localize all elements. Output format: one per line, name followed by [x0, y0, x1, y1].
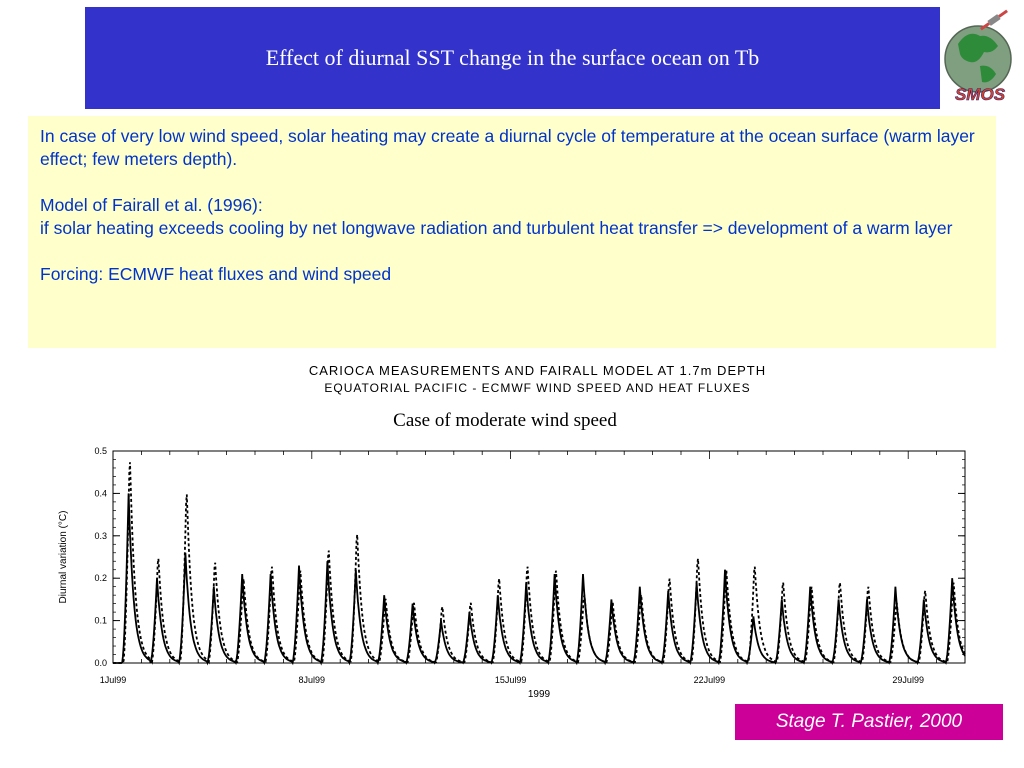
y-tick-label: 0.5 — [94, 446, 107, 456]
y-tick-label: 0.4 — [94, 488, 107, 498]
title-bar: Effect of diurnal SST change in the surf… — [85, 7, 940, 109]
y-axis-label: Diurnal variation (°C) — [58, 511, 69, 604]
x-axis-label: 1999 — [528, 689, 551, 700]
text-box: In case of very low wind speed, solar he… — [28, 116, 996, 348]
para-forcing: Forcing: ECMWF heat fluxes and wind spee… — [40, 264, 392, 284]
slide-title: Effect of diurnal SST change in the surf… — [265, 45, 760, 70]
x-tick-label: 22Jul99 — [694, 675, 726, 685]
x-tick-label: 1Jul99 — [100, 675, 127, 685]
chart-caption: Case of moderate wind speed — [393, 410, 617, 431]
para-warm-layer: In case of very low wind speed, solar he… — [40, 126, 975, 169]
y-tick-label: 0.3 — [94, 531, 107, 541]
logo-text: SMOS — [955, 85, 1006, 104]
chart-title: CARIOCA MEASUREMENTS AND FAIRALL MODEL A… — [308, 363, 767, 378]
credit-text: Stage T. Pastier, 2000 — [775, 711, 963, 732]
y-tick-label: 0.1 — [94, 616, 107, 626]
series-line-fairall — [113, 462, 966, 665]
series-line-carioca — [113, 493, 966, 666]
chart-subtitle: EQUATORIAL PACIFIC - ECMWF WIND SPEED AN… — [324, 381, 751, 395]
x-tick-label: 8Jul99 — [299, 675, 326, 685]
x-tick-label: 29Jul99 — [892, 675, 924, 685]
y-tick-label: 0.0 — [94, 658, 107, 668]
para-model: Model of Fairall et al. (1996): — [40, 195, 263, 215]
x-tick-label: 15Jul99 — [495, 675, 527, 685]
smos-logo: SMOS — [940, 4, 1020, 112]
para-model-detail: if solar heating exceeds cooling by net … — [40, 218, 953, 238]
credit-badge: Stage T. Pastier, 2000 — [735, 704, 1003, 740]
y-tick-label: 0.2 — [94, 573, 107, 583]
